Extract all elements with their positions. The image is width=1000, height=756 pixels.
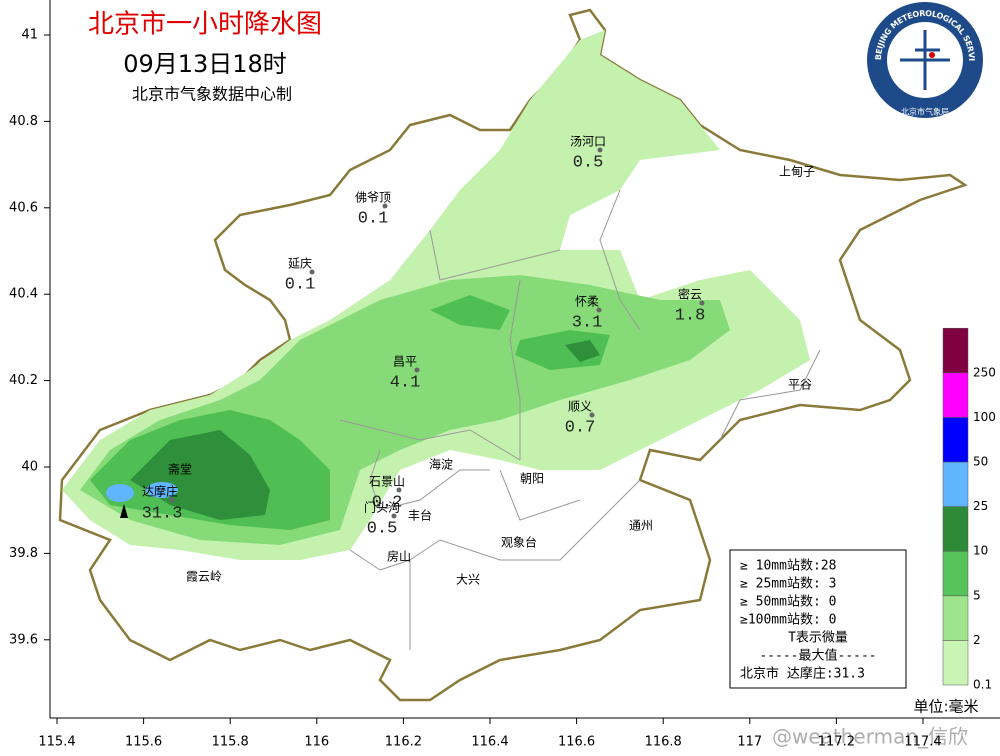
x-tick-label: 115.6 <box>125 735 162 750</box>
station-name: 佛爷顶 <box>355 191 391 205</box>
station-name: 昌平 <box>393 355 417 369</box>
legend-swatch <box>942 595 969 641</box>
max-marker <box>120 504 128 518</box>
place-name: 丰台 <box>408 508 432 523</box>
station-name: 门头沟 <box>364 500 400 515</box>
station-dot <box>391 513 397 519</box>
station-name: 怀柔 <box>575 295 599 309</box>
place-name: 房山 <box>387 549 411 564</box>
y-tick-label: 40.8 <box>9 114 38 129</box>
legend-swatch <box>942 640 969 686</box>
time: 09月13日18时 <box>123 50 287 78</box>
place-name: 大兴 <box>456 573 480 587</box>
station-name: 密云 <box>678 287 702 302</box>
station-value: 3.1 <box>572 313 603 332</box>
legend-swatch <box>942 506 969 552</box>
y-tick-label: 39.6 <box>9 632 38 647</box>
legend-label: 50 <box>973 455 988 469</box>
x-tick-label: 116.4 <box>471 735 508 750</box>
legend-label: 0.1 <box>973 678 992 692</box>
legend-swatch <box>942 372 969 418</box>
stat-line: ≥ 10mm站数:28 <box>740 559 836 574</box>
station-name: 石景山 <box>369 475 405 489</box>
stat-line: ≥100mm站数: 0 <box>740 613 836 628</box>
stat-line: T表示微量 <box>788 631 848 646</box>
station-value: 1.8 <box>675 306 706 325</box>
place-name: 朝阳 <box>520 472 544 486</box>
logo-mark <box>900 30 950 90</box>
stat-line: -----最大值----- <box>759 648 876 664</box>
rain-area-25 <box>106 484 134 502</box>
station-dot <box>597 147 603 153</box>
watermark: @weatherman_信欣 <box>772 725 968 749</box>
station-dot <box>589 412 595 418</box>
place-name: 上甸子 <box>779 165 815 179</box>
source: 北京市气象数据中心制 <box>132 85 292 104</box>
y-tick-label: 40.4 <box>9 287 38 302</box>
legend-label: 2 <box>973 633 981 647</box>
station-dot <box>396 487 402 493</box>
place-name: 平谷 <box>788 378 812 392</box>
y-tick-label: 41 <box>21 28 38 43</box>
stat-line: ≥ 25mm站数: 3 <box>740 577 836 592</box>
legend-label: 250 <box>973 365 996 379</box>
legend-label: 100 <box>973 410 996 424</box>
place-name: 霞云岭 <box>186 570 222 584</box>
y-tick-label: 40.6 <box>9 200 38 215</box>
x-tick-label: 115.8 <box>212 735 249 750</box>
station-dot <box>382 203 388 209</box>
unit: 单位:毫米 <box>913 698 978 716</box>
legend-swatch <box>942 550 969 597</box>
station-value: 0.7 <box>565 418 596 437</box>
station-name: 达摩庄 <box>142 484 178 499</box>
station-value: 0.1 <box>285 275 316 294</box>
legend-swatch <box>942 461 969 507</box>
station-value: 4.1 <box>390 373 421 392</box>
y-tick-label: 40 <box>21 460 38 475</box>
station-value: 0.1 <box>358 209 389 228</box>
logo-name: 北京市气象局 <box>901 107 949 117</box>
logo-dot <box>929 52 935 58</box>
x-tick-label: 115.4 <box>38 735 75 750</box>
title: 北京市一小时降水图 <box>88 10 322 40</box>
station-name: 顺义 <box>568 400 592 414</box>
x-tick-label: 117.4 <box>904 735 941 750</box>
rain-area-25 <box>146 482 178 498</box>
station-dot <box>309 269 315 275</box>
place-name: 观象台 <box>501 535 537 550</box>
place-name: 斋堂 <box>168 462 192 477</box>
station-value: 0.5 <box>367 519 398 538</box>
legend-swatch <box>942 417 969 463</box>
x-tick-label: 116.6 <box>558 735 595 750</box>
station-value: 0.2 <box>372 493 403 512</box>
x-tick-label: 116.8 <box>645 735 682 750</box>
stat-line: ≥ 50mm站数: 0 <box>740 595 836 610</box>
y-tick-label: 40.2 <box>9 373 38 388</box>
place-name: 通州 <box>629 519 653 533</box>
rain-area-10 <box>130 340 600 520</box>
legend-label: 5 <box>973 588 981 602</box>
station-value: 0.5 <box>573 153 604 172</box>
legend-swatch <box>942 327 969 374</box>
station-dot <box>414 367 420 373</box>
stat-line: 北京市 达摩庄:31.3 <box>740 666 865 682</box>
station-dot <box>596 307 602 313</box>
station-value: 31.3 <box>142 504 183 523</box>
station-name: 延庆 <box>288 257 312 271</box>
x-tick-label: 116.2 <box>385 735 422 750</box>
station-dot <box>169 497 175 503</box>
place-name: 海淀 <box>429 457 453 472</box>
legend-label: 10 <box>973 544 988 558</box>
y-tick-label: 39.8 <box>9 546 38 561</box>
station-name: 汤河口 <box>570 135 606 149</box>
district-borders <box>339 189 821 650</box>
x-tick-label: 117.2 <box>818 735 855 750</box>
stats-box <box>729 549 907 689</box>
legend-label: 25 <box>973 499 988 513</box>
station-dot <box>699 300 705 306</box>
x-tick-label: 117 <box>737 735 762 750</box>
x-tick-label: 116 <box>304 735 329 750</box>
